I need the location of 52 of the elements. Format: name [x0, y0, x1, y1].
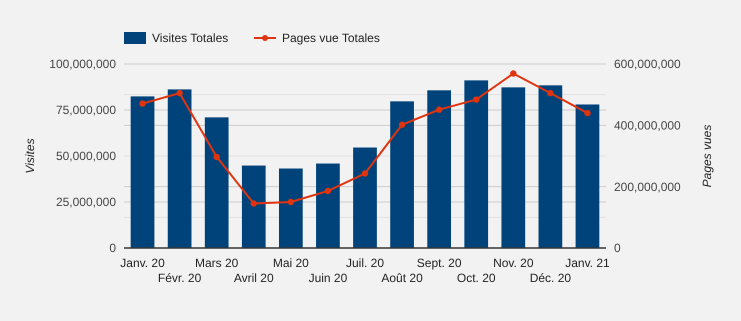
x-tick-label: Janv. 21 — [565, 256, 610, 270]
bar — [464, 80, 488, 248]
x-tick-label: Nov. 20 — [493, 256, 534, 270]
x-tick-label: Janv. 20 — [120, 256, 166, 270]
y2-tick-label: 400,000,000 — [614, 118, 682, 133]
x-tick-label: Avril 20 — [234, 271, 274, 285]
x-tick-label: Mai 20 — [272, 256, 310, 270]
y2-tick-label: 600,000,000 — [614, 57, 682, 72]
y-tick-label: 75,000,000 — [56, 103, 116, 118]
y-axis-title: Visites — [23, 138, 37, 174]
point — [473, 96, 480, 103]
point — [436, 106, 442, 113]
x-tick-label: Mars 20 — [195, 256, 239, 270]
y-tick-label: 50,000,000 — [56, 149, 116, 164]
bar — [204, 117, 229, 248]
point — [250, 200, 257, 207]
legend-label: Visites Totales — [152, 31, 228, 46]
bar — [353, 148, 377, 248]
x-tick-label: Juil. 20 — [346, 256, 384, 270]
legend-label: Pages vue Totales — [282, 31, 380, 46]
point — [139, 100, 146, 107]
bar — [576, 104, 600, 248]
point — [324, 188, 332, 194]
bar — [390, 101, 414, 248]
y2-tick-label: 200,000,000 — [614, 180, 682, 194]
y2-axis-title: Pages vues — [700, 124, 714, 188]
x-tick-label: Juin 20 — [308, 271, 348, 285]
bar — [427, 90, 452, 248]
point — [547, 90, 554, 96]
y2-tick-label: 0 — [614, 241, 621, 256]
y-tick-label: 100,000,000 — [49, 57, 116, 72]
point — [288, 198, 294, 206]
point — [398, 122, 406, 128]
bar — [278, 168, 303, 248]
bar — [130, 96, 154, 248]
y-tick-label: 0 — [109, 241, 116, 256]
point — [213, 154, 220, 160]
x-tick-label: Sept. 20 — [416, 256, 462, 270]
bar — [538, 85, 562, 248]
y-tick-label: 25,000,000 — [56, 195, 116, 210]
bar — [242, 166, 266, 248]
bar — [168, 89, 192, 248]
point — [176, 90, 183, 96]
x-tick-label: Déc. 20 — [530, 271, 572, 285]
x-tick-label: Févr. 20 — [158, 271, 202, 285]
bar — [501, 87, 526, 248]
bar — [316, 164, 340, 248]
point — [510, 70, 517, 77]
x-tick-label: Oct. 20 — [456, 271, 496, 285]
x-tick-label: Août 20 — [381, 271, 424, 285]
point — [362, 170, 368, 177]
point — [584, 110, 591, 116]
